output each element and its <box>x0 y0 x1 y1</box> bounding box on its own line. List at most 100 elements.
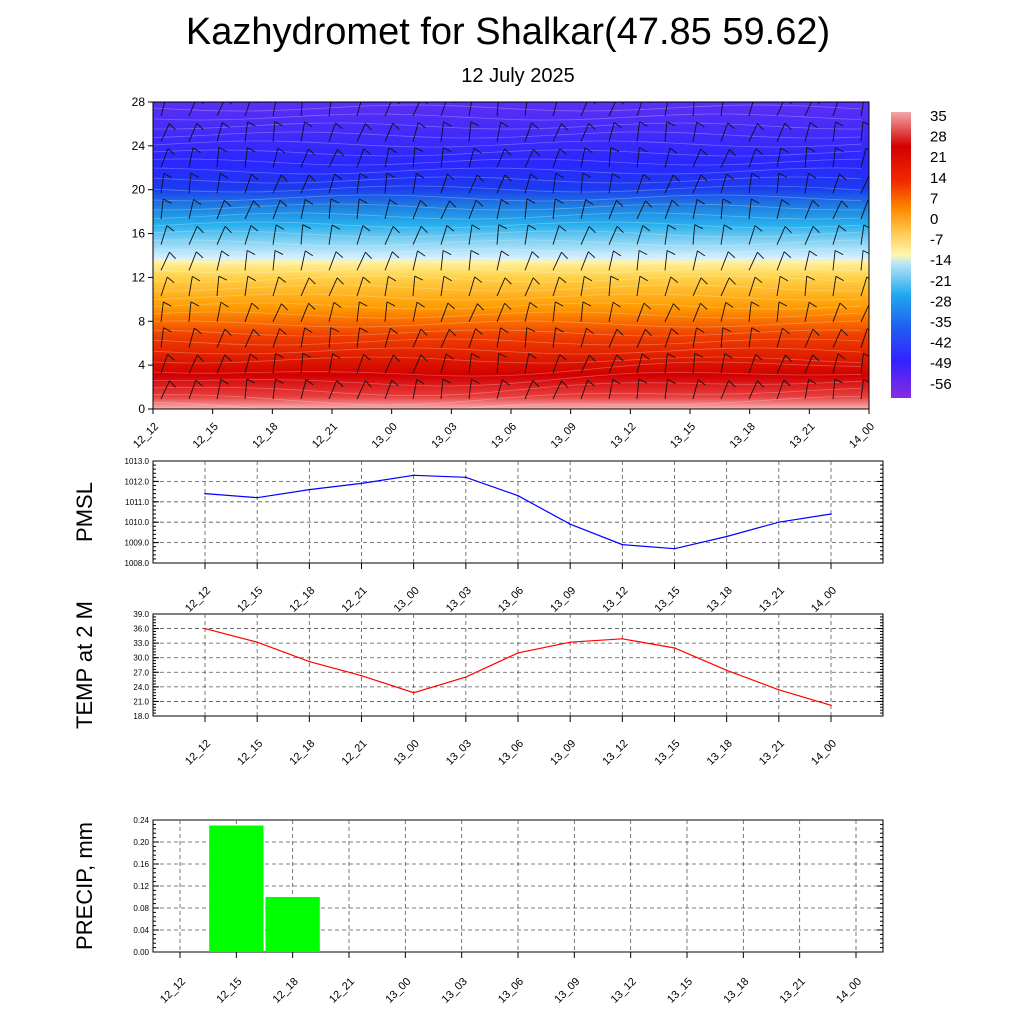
wind-barb-staff <box>720 224 725 245</box>
wind-barb-staff <box>636 174 644 194</box>
wind-barb-feather <box>808 301 817 308</box>
heatmap-ytick-label: 0 <box>138 402 145 416</box>
wind-barb-feather <box>365 380 372 388</box>
wind-barb-staff <box>244 329 254 348</box>
wind-barb-feather <box>724 96 732 100</box>
wind-barb-feather <box>167 148 175 155</box>
wind-barb-staff <box>160 327 165 348</box>
y-tick-label: 0.12 <box>133 882 149 891</box>
wind-barb-feather <box>612 301 621 308</box>
heatmap-xtick-label: 13_06 <box>489 421 519 451</box>
heatmap-xtick-label: 12_18 <box>250 421 280 451</box>
wind-barb-feather <box>471 378 480 384</box>
wind-barb-staff <box>300 174 310 194</box>
wind-barb-feather <box>169 123 176 131</box>
wind-barb-feather <box>274 250 284 255</box>
wind-barb-feather <box>722 198 732 204</box>
wind-barb-feather <box>424 102 428 105</box>
x-tick-label: 13_03 <box>444 738 474 768</box>
wind-barb-feather <box>726 173 734 180</box>
wind-barb-feather <box>446 173 455 181</box>
x-tick-label: 13_21 <box>778 976 808 1006</box>
wind-barb-staff <box>300 224 304 245</box>
wind-barb-staff <box>636 353 643 374</box>
wind-barb-staff <box>776 354 786 374</box>
x-tick-label: 13_18 <box>705 738 735 768</box>
x-tick-label: 13_12 <box>609 976 639 1006</box>
contour-line <box>153 131 862 139</box>
wind-barb-staff <box>412 250 418 271</box>
wind-barb-feather <box>193 199 202 205</box>
wind-barb-staff <box>664 121 668 142</box>
wind-barb-staff <box>832 121 836 142</box>
heatmap-xtick-label: 13_03 <box>429 421 459 451</box>
wind-barb-feather <box>246 378 256 384</box>
wind-barb-feather <box>162 198 172 204</box>
wind-barb-staff <box>832 379 836 400</box>
wind-barb-staff <box>328 173 336 194</box>
wind-barb-staff <box>860 250 864 271</box>
wind-barb-feather <box>414 275 424 281</box>
x-tick-label: 13_09 <box>548 738 578 768</box>
wind-barb-feather <box>332 96 340 100</box>
wind-barb-staff <box>832 174 840 194</box>
wind-barb-staff <box>720 173 727 194</box>
wind-barb-staff <box>328 277 338 297</box>
wind-barb-staff <box>188 276 193 297</box>
colorbar-label: -7 <box>930 232 943 249</box>
wind-barb-feather <box>582 301 592 307</box>
wind-barb-feather <box>588 226 596 234</box>
wind-barb-feather <box>751 198 760 204</box>
wind-barb-feather <box>671 328 679 335</box>
chart-subtitle: 12 July 2025 <box>461 65 575 87</box>
wind-barb-staff <box>216 226 226 245</box>
pmsl-point <box>778 521 780 523</box>
wind-barb-staff <box>580 276 585 297</box>
wind-barb-feather <box>528 96 536 100</box>
wind-barb-feather <box>358 198 368 204</box>
wind-barb-feather <box>783 251 792 259</box>
wind-barb-staff <box>552 301 556 322</box>
wind-barb-feather <box>417 122 426 129</box>
wind-barb-staff <box>440 121 444 142</box>
pmsl-point <box>256 496 258 499</box>
wind-barb-staff <box>412 147 416 168</box>
wind-barb-feather <box>559 148 567 155</box>
wind-barb-staff <box>664 102 668 117</box>
wind-barb-staff <box>524 102 528 117</box>
y-tick-label: 1013.0 <box>125 457 150 466</box>
wind-barb-feather <box>645 200 652 208</box>
wind-barb-staff <box>384 226 394 245</box>
wind-barb-feather <box>642 225 651 232</box>
wind-barb-feather <box>449 329 456 337</box>
wind-barb-feather <box>334 173 343 180</box>
wind-barb-feather <box>865 147 869 151</box>
wind-barb-staff <box>300 250 306 271</box>
colorbar-label: -42 <box>930 335 952 352</box>
wind-barb-staff <box>496 303 505 322</box>
wind-barb-staff <box>216 147 220 168</box>
contour-line <box>153 388 862 406</box>
wind-barb-feather <box>838 225 847 232</box>
wind-barb-feather <box>500 327 509 333</box>
wind-barb-feather <box>192 275 201 282</box>
wind-barb-feather <box>643 173 651 181</box>
x-tick-label: 13_21 <box>757 585 787 615</box>
heatmap-ytick-label: 28 <box>132 95 146 109</box>
wind-barb-staff <box>412 354 422 374</box>
wind-barb-feather <box>697 379 706 386</box>
wind-barb-staff <box>720 149 730 168</box>
wind-barb-feather <box>391 379 399 387</box>
wind-barb-feather <box>751 327 760 333</box>
wind-barb-feather <box>303 96 311 100</box>
wind-barb-feather <box>586 327 594 335</box>
wind-barb-feather <box>812 200 820 207</box>
wind-barb-feather <box>247 275 256 282</box>
wind-barb-staff <box>804 250 810 271</box>
x-tick-label: 13_00 <box>383 976 413 1006</box>
wind-barb-feather <box>336 277 344 285</box>
wind-barb-staff <box>776 102 784 117</box>
x-tick-label: 13_00 <box>392 738 422 768</box>
wind-barb-staff <box>384 380 393 400</box>
wind-barb-feather <box>694 224 704 230</box>
